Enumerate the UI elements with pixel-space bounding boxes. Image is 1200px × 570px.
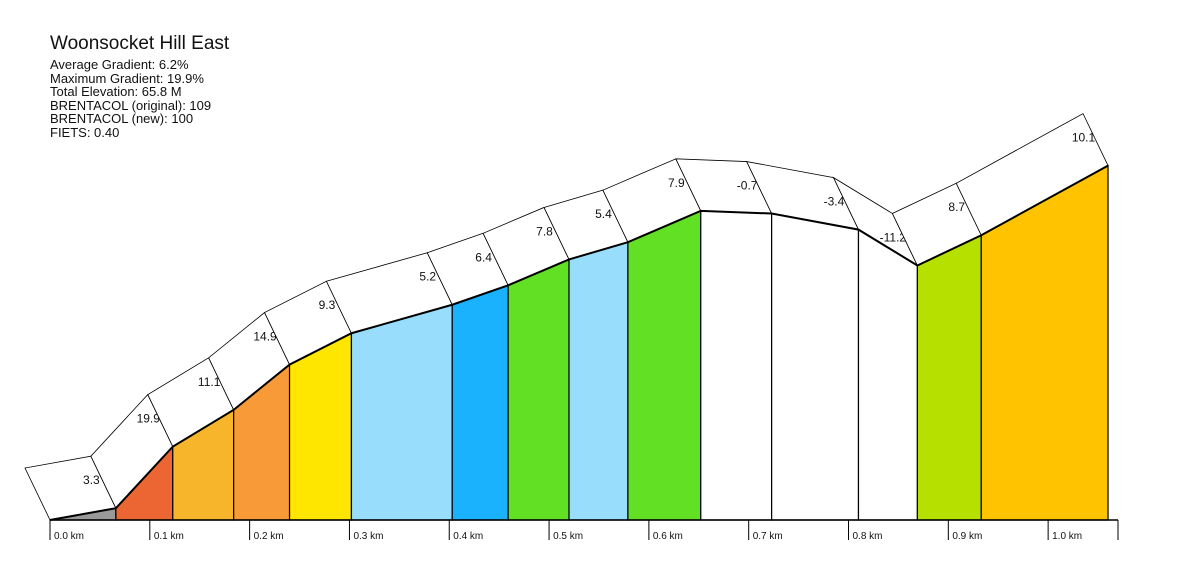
gradient-label-8: 5.4 (595, 207, 612, 221)
gradient-segment-10 (700, 210, 773, 521)
gradient-label-11: -3.4 (824, 195, 845, 209)
gradient-segment-13 (916, 234, 982, 521)
gradient-label-6: 6.4 (475, 250, 492, 264)
x-tick-label-1: 0.1 km (154, 531, 184, 542)
stat-average-gradient: Average Gradient: 6.2% (50, 57, 189, 72)
distance-axis: 0.0 km 0.1 km 0.2 km 0.3 km 0.4 km 0.5 km 0.6 … (49, 519, 1119, 542)
gradient-segments (49, 164, 1109, 521)
x-tick-label-0: 0.0 km (54, 531, 84, 542)
gradient-segment-6 (451, 284, 509, 521)
gradient-label-5: 5.2 (419, 270, 436, 284)
stat-brentacol-original: BRENTACOL (original): 109 (50, 97, 212, 113)
gradient-label-9: 7.9 (668, 176, 685, 190)
x-tick-label-3: 0.3 km (353, 531, 383, 542)
chart-title: Woonsocket Hill East (50, 33, 230, 54)
x-tick-label-5: 0.5 km (553, 531, 583, 542)
gradient-label-4: 9.3 (319, 298, 336, 312)
gradient-label-2: 11.1 (198, 375, 221, 389)
stat-maximum-gradient: Maximum Gradient: 19.9% (50, 70, 204, 86)
x-tick-label-6: 0.6 km (653, 531, 683, 542)
gradient-segment-4 (288, 332, 353, 521)
gradient-segment-11 (771, 212, 860, 521)
x-tick-label-9: 0.9 km (952, 531, 982, 542)
x-tick-label-2: 0.2 km (254, 531, 284, 542)
gradient-label-1: 19.9 (137, 412, 161, 426)
gradient-label-13: 8.7 (948, 200, 965, 214)
gradient-label-0: 3.3 (83, 473, 100, 487)
gradient-label-12: -11.2 (880, 230, 907, 244)
gradient-segment-7 (507, 258, 570, 521)
x-tick-label-8: 0.8 km (853, 531, 883, 542)
gradient-segment-12 (857, 228, 918, 521)
gradient-segment-9 (627, 209, 702, 521)
x-tick-label-7: 0.7 km (753, 531, 783, 542)
gradient-label-3: 14.9 (253, 330, 277, 344)
stat-fiets: FIETS: 0.40 (50, 124, 120, 140)
stat-total-elevation: Total Elevation: 65.8 M (50, 84, 182, 99)
gradient-segment-5 (350, 303, 453, 521)
x-tick-label-10: 1.0 km (1052, 531, 1082, 542)
gradient-label-10: -0.7 (737, 179, 758, 193)
gradient-label-7: 7.8 (536, 224, 553, 238)
gradient-label-14: 10.1 (1072, 131, 1096, 145)
elevation-profile-line (49, 164, 1109, 521)
gradient-label-bands: 3.3 19.9 11.1 14.9 9.3 5.2 6.4 7.8 5.4 7.9 -0.7 -3.… (24, 113, 1109, 521)
stat-brentacol-new: BRENTACOL (new): 100 (50, 111, 194, 126)
climb-info: Woonsocket Hill East Average Gradient: 6… (50, 32, 229, 139)
gradient-segment-8 (568, 241, 629, 521)
x-tick-label-4: 0.4 km (453, 531, 483, 542)
